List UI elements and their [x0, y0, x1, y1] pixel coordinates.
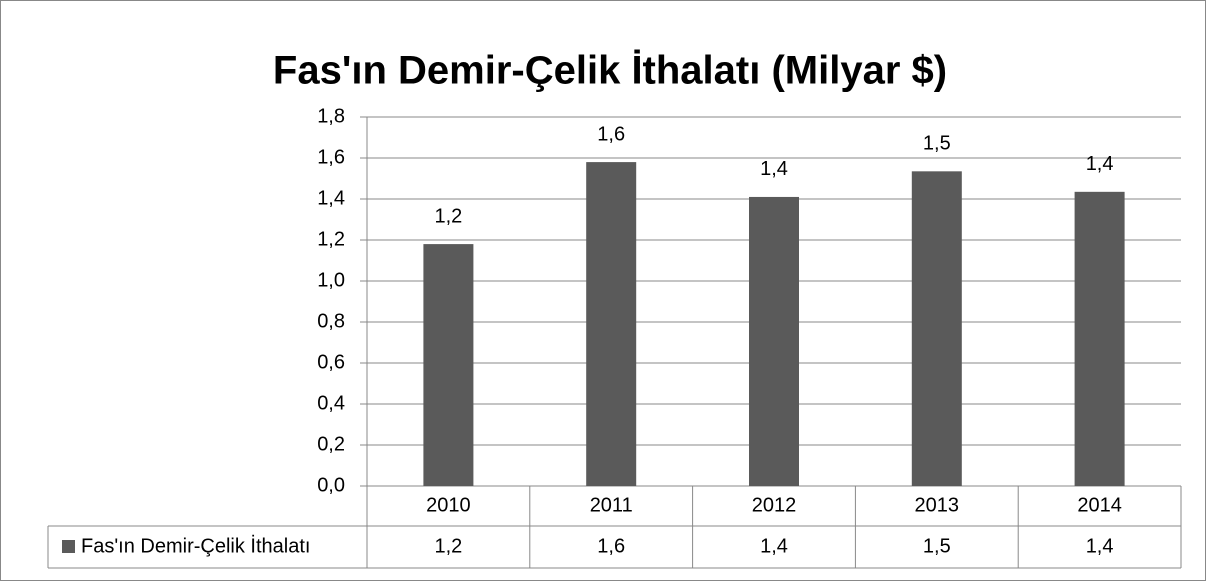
y-tick-label: 0,8	[317, 310, 345, 332]
legend-label: Fas'ın Demir-Çelik İthalatı	[81, 534, 310, 557]
y-tick-label: 1,2	[317, 228, 345, 250]
bar	[749, 196, 799, 486]
y-tick-label: 0,2	[317, 433, 345, 455]
y-tick-label: 0,0	[317, 474, 345, 496]
x-tick-label: 2012	[752, 494, 797, 516]
y-tick-label: 1,0	[317, 269, 345, 291]
x-tick-label: 2014	[1077, 494, 1122, 516]
y-tick-label: 0,6	[317, 351, 345, 373]
data-label: 1,2	[434, 205, 462, 227]
chart-title: Fas'ın Demir-Çelik İthalatı (Milyar $)	[273, 49, 947, 93]
table-value: 1,2	[434, 535, 462, 557]
table-value: 1,4	[760, 535, 788, 557]
table-value: 1,5	[923, 535, 951, 557]
bar	[911, 171, 962, 486]
table-value: 1,4	[1086, 535, 1114, 557]
data-label: 1,4	[1086, 153, 1114, 175]
y-tick-label: 1,8	[317, 105, 345, 127]
bar	[423, 244, 474, 486]
x-tick-label: 2011	[590, 494, 633, 516]
x-tick-label: 2013	[915, 494, 960, 516]
table-value: 1,6	[597, 535, 625, 557]
y-tick-label: 1,4	[317, 187, 345, 209]
data-label: 1,6	[597, 123, 625, 145]
x-tick-label: 2010	[426, 494, 471, 516]
bar	[1074, 191, 1125, 486]
data-label: 1,5	[923, 133, 951, 155]
data-label: 1,4	[760, 158, 788, 180]
y-tick-label: 1,6	[317, 146, 345, 168]
y-tick-label: 0,4	[317, 392, 345, 414]
bar	[586, 162, 637, 486]
legend-key	[62, 540, 75, 553]
